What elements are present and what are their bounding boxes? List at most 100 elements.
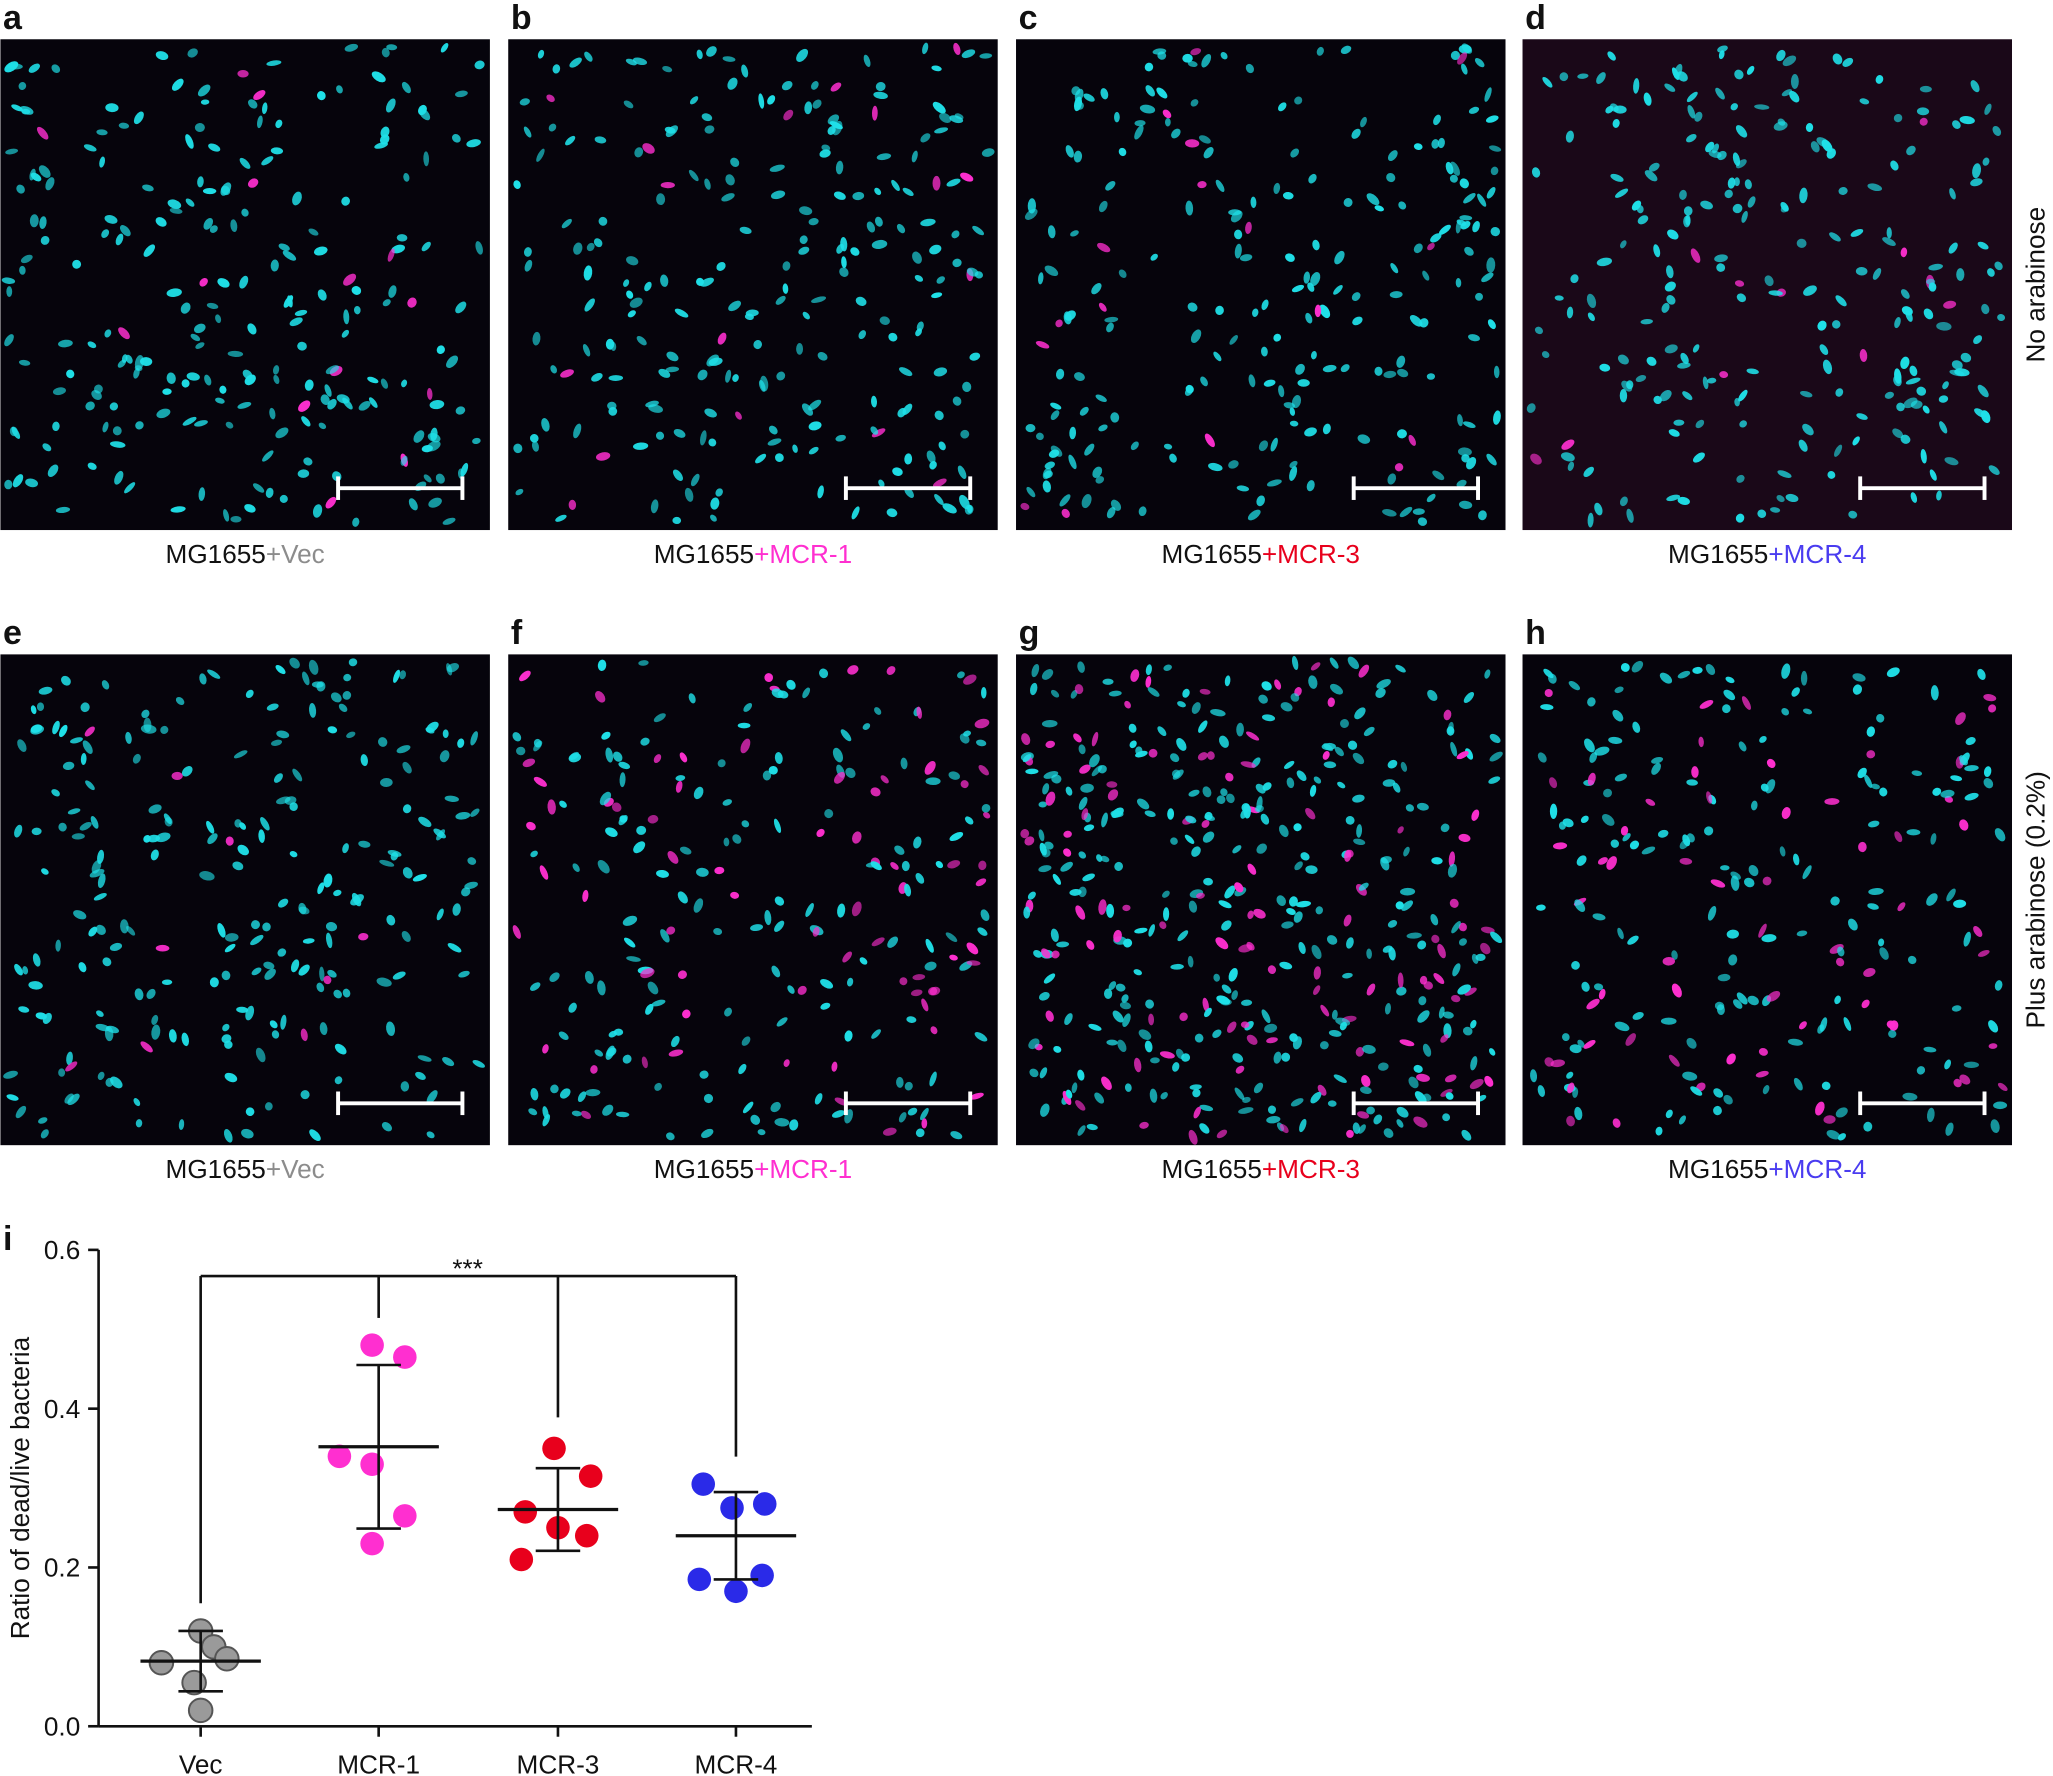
cell (1972, 163, 1982, 179)
cell (568, 753, 582, 763)
cell (1458, 922, 1467, 932)
cell (1055, 368, 1065, 380)
cell (1218, 900, 1232, 909)
cell (667, 850, 679, 864)
cell (1082, 873, 1095, 882)
cell (38, 686, 53, 695)
cell (241, 1128, 254, 1139)
cell (338, 703, 348, 713)
cell (1605, 105, 1614, 114)
cell (1950, 775, 1963, 782)
cell (1543, 668, 1554, 679)
cell (1098, 200, 1108, 213)
cell (1144, 62, 1154, 72)
cell (912, 974, 926, 981)
cell (1700, 200, 1713, 210)
cell (1187, 302, 1198, 312)
cell (262, 450, 274, 462)
cell (855, 296, 867, 306)
cell (1569, 1044, 1582, 1054)
cell (1201, 54, 1212, 68)
cell (1426, 373, 1436, 380)
cell (1625, 1033, 1636, 1046)
cell (1983, 778, 1994, 789)
cell (1659, 672, 1673, 684)
cell (1050, 410, 1060, 421)
cell (1872, 268, 1882, 280)
cell (1565, 130, 1574, 143)
cell (1111, 807, 1124, 819)
cell (209, 977, 219, 988)
cell (1078, 851, 1087, 859)
cell (704, 408, 717, 418)
cell (115, 233, 124, 246)
cell (526, 821, 536, 831)
cell (1911, 770, 1923, 776)
cell (1906, 829, 1921, 836)
cell (52, 387, 66, 396)
cell (1247, 509, 1261, 521)
cell (1717, 150, 1727, 161)
cell (1104, 316, 1119, 323)
micrograph (1522, 39, 2013, 531)
construct: +MCR-1 (754, 1154, 852, 1184)
cell (1300, 852, 1310, 861)
cell (947, 860, 961, 869)
cell (1526, 403, 1536, 413)
cell (1289, 407, 1296, 416)
cell (1442, 1113, 1451, 1122)
cell (837, 903, 846, 918)
cell (292, 768, 303, 782)
cell (1213, 973, 1220, 982)
cell (688, 693, 696, 704)
cell (336, 394, 350, 404)
cell (1596, 257, 1613, 267)
cell (1394, 463, 1404, 472)
cell (1038, 801, 1047, 808)
cell (1661, 302, 1670, 313)
cell (230, 219, 238, 233)
cell (1313, 985, 1321, 996)
cell (1586, 998, 1600, 1010)
cell (1080, 783, 1094, 793)
cell (738, 1063, 747, 1075)
cell (932, 175, 941, 191)
cell (269, 1020, 278, 1029)
cell (1530, 453, 1542, 465)
cell (1270, 437, 1278, 452)
cell (1493, 410, 1501, 425)
cell (568, 1002, 577, 1013)
cell (1192, 1088, 1201, 1098)
cell (428, 497, 442, 508)
cell (302, 671, 310, 686)
cell (900, 757, 908, 770)
cell (851, 901, 862, 917)
cell (1311, 944, 1322, 960)
cell (1884, 391, 1895, 399)
cell (42, 443, 52, 452)
construct: +MCR-4 (1768, 539, 1866, 569)
cell (1106, 903, 1115, 918)
cell (758, 380, 766, 392)
cell (682, 1009, 691, 1019)
cell (1589, 752, 1598, 763)
cell (1246, 731, 1260, 741)
cell (1449, 174, 1458, 183)
cell (962, 381, 972, 393)
cell (1614, 773, 1627, 782)
cell (1823, 1115, 1836, 1124)
cell (427, 387, 433, 400)
cell (1457, 447, 1472, 457)
cell (735, 411, 742, 420)
cell (812, 99, 822, 109)
cell (977, 927, 988, 936)
cell (1353, 838, 1366, 846)
cell (595, 691, 606, 703)
cell (1328, 1030, 1342, 1037)
cell (1382, 779, 1396, 787)
cell (1239, 254, 1253, 262)
cell (1470, 1019, 1477, 1029)
cell (433, 828, 446, 839)
cell (1281, 921, 1294, 929)
